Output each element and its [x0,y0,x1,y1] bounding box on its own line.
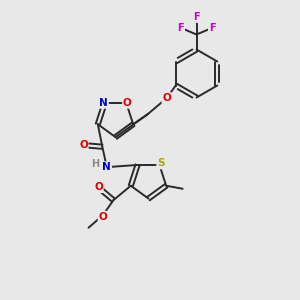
Text: O: O [94,182,103,192]
Text: O: O [123,98,132,108]
Text: H: H [91,159,100,169]
Text: O: O [98,212,107,222]
Text: F: F [193,12,200,22]
Text: N: N [99,98,108,108]
Text: F: F [209,23,215,33]
Text: N: N [102,162,111,172]
Text: S: S [157,158,165,169]
Text: O: O [79,140,88,150]
Text: O: O [162,93,171,103]
Text: F: F [178,23,184,33]
